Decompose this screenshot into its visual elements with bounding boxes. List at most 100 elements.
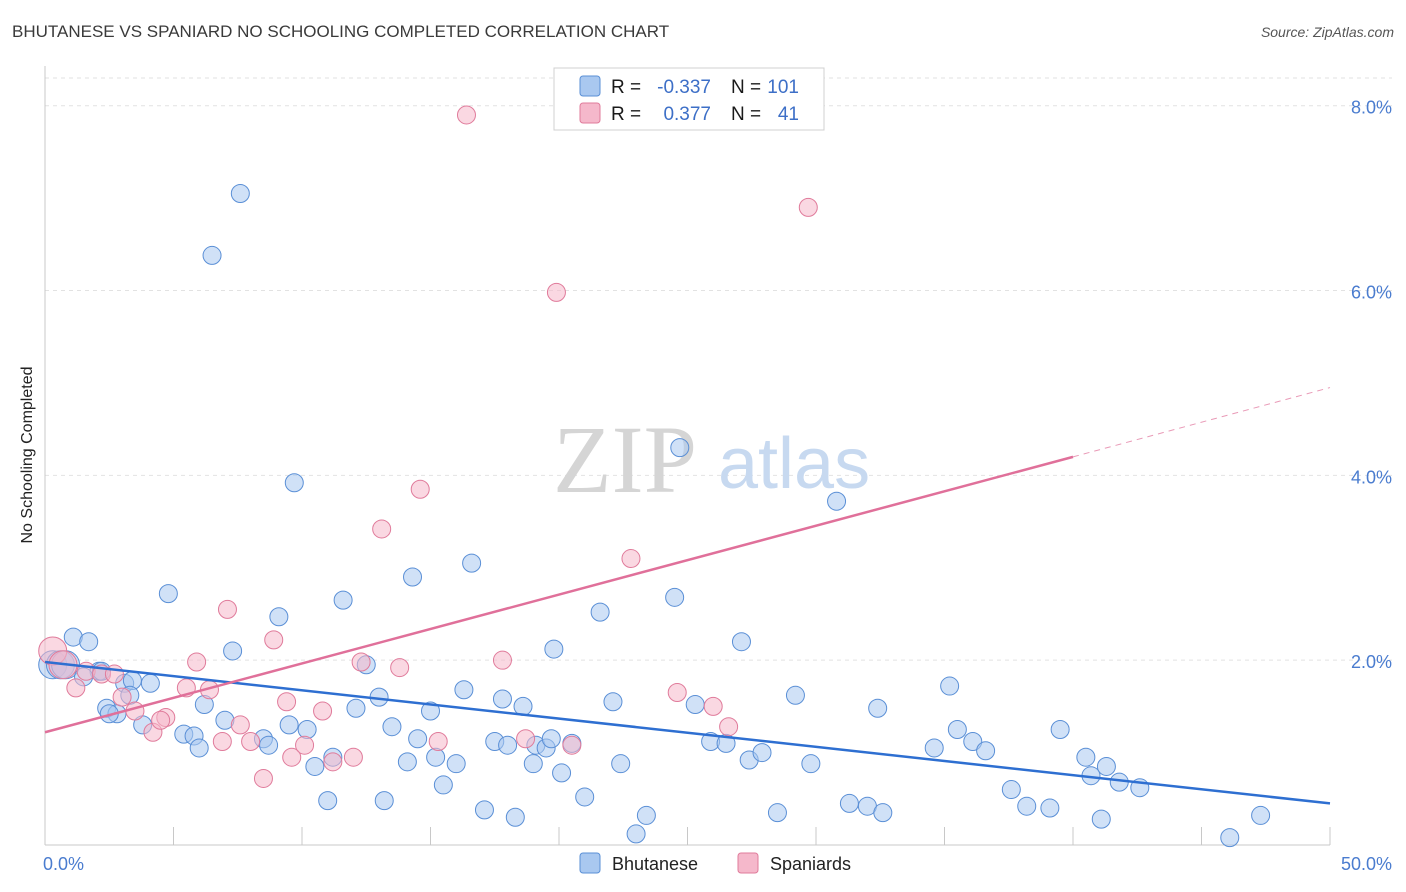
spaniards-point <box>562 735 582 755</box>
spaniards-point <box>112 687 132 707</box>
spaniards-point <box>253 768 273 788</box>
bhutanese-point <box>963 732 983 752</box>
legend-r-label: R = <box>611 104 641 125</box>
bhutanese-point <box>259 735 279 755</box>
bhutanese-point <box>79 632 99 652</box>
bhutanese-point <box>670 438 690 458</box>
bhutanese-point <box>924 738 944 758</box>
x-tick-label: 50.0% <box>1341 854 1392 874</box>
bhutanese-point <box>426 747 446 767</box>
bhutanese-point <box>1251 805 1271 825</box>
spaniards-point <box>230 715 250 735</box>
spaniards-point <box>546 282 566 302</box>
legend-n-value: 41 <box>778 104 799 125</box>
tick-labels: 2.0% 4.0% 6.0% 8.0% 0.0% 50.0% <box>43 98 1392 874</box>
bhutanese-point <box>297 719 317 739</box>
bhutanese-point <box>541 729 561 749</box>
series-legend: Bhutanese Spaniards <box>579 852 851 874</box>
spaniards-point <box>323 752 343 772</box>
spaniards-point <box>241 732 261 752</box>
series-spaniards <box>38 105 818 788</box>
bhutanese-point <box>433 775 453 795</box>
spaniards-point <box>282 747 302 767</box>
bhutanese-point <box>305 756 325 776</box>
y-tick-label: 8.0% <box>1351 98 1392 118</box>
bhutanese-point <box>498 735 518 755</box>
bhutanese-point <box>284 473 304 493</box>
source-label: Source: ZipAtlas.com <box>1260 24 1394 40</box>
spaniards-point <box>798 197 818 217</box>
bhutanese-point <box>374 791 394 811</box>
trendline-spaniards <box>1072 387 1331 458</box>
bhutanese-point <box>202 245 222 265</box>
legend-r-label: R = <box>611 77 641 98</box>
legend-label-spaniards: Spaniards <box>770 854 851 874</box>
spaniards-point <box>703 696 723 716</box>
watermark: ZIP atlas <box>553 406 870 513</box>
bhutanese-point <box>446 754 466 774</box>
bhutanese-point <box>1091 809 1111 829</box>
bhutanese-point <box>1220 828 1240 848</box>
bhutanese-point <box>873 803 893 823</box>
bhutanese-point <box>827 491 847 511</box>
bhutanese-point <box>731 632 751 652</box>
bhutanese-point <box>1040 798 1060 818</box>
bhutanese-point <box>269 607 289 627</box>
legend-r-value: 0.377 <box>663 104 711 125</box>
spaniards-point <box>516 729 536 749</box>
legend-n-label: N = <box>731 104 761 125</box>
bhutanese-point <box>189 738 209 758</box>
spaniards-point <box>410 479 430 499</box>
bhutanese-point <box>552 763 572 783</box>
bhutanese-point <box>785 685 805 705</box>
bhutanese-point <box>474 800 494 820</box>
bhutanese-point <box>752 743 772 763</box>
legend-swatch-spaniards <box>579 102 601 124</box>
spaniards-point <box>428 732 448 752</box>
bhutanese-point <box>603 692 623 712</box>
spaniards-point <box>277 692 297 712</box>
bhutanese-point <box>611 754 631 774</box>
bhutanese-point <box>158 584 178 604</box>
bhutanese-point <box>1017 796 1037 816</box>
bhutanese-point <box>462 553 482 573</box>
spaniards-point <box>217 599 237 619</box>
legend-swatch-spaniards <box>737 852 759 874</box>
spaniards-point <box>187 652 207 672</box>
x-tick-label: 0.0% <box>43 854 84 874</box>
bhutanese-point <box>408 729 428 749</box>
bhutanese-point <box>346 698 366 718</box>
bhutanese-point <box>544 639 564 659</box>
bhutanese-point <box>382 717 402 737</box>
bhutanese-point <box>947 719 967 739</box>
spaniards-point <box>456 105 476 125</box>
bhutanese-point <box>223 641 243 661</box>
y-tick-label: 2.0% <box>1351 652 1392 672</box>
bhutanese-point <box>940 676 960 696</box>
legend-swatch-bhutanese <box>579 75 601 97</box>
legend-n-value: 101 <box>767 77 799 98</box>
legend-swatch-bhutanese <box>579 852 601 874</box>
spaniards-point <box>212 732 232 752</box>
spaniards-point <box>719 717 739 737</box>
bhutanese-point <box>318 791 338 811</box>
bhutanese-point <box>665 587 685 607</box>
bhutanese-point <box>1001 780 1021 800</box>
bhutanese-point <box>397 752 417 772</box>
watermark-zip: ZIP <box>553 406 697 513</box>
data-points <box>38 105 1271 848</box>
y-tick-label: 4.0% <box>1351 467 1392 487</box>
trendline-spaniards <box>44 455 1074 734</box>
legend-label-bhutanese: Bhutanese <box>612 854 698 874</box>
bhutanese-point <box>230 184 250 204</box>
spaniards-point <box>351 652 371 672</box>
spaniards-point <box>151 710 171 730</box>
y-tick-label: 6.0% <box>1351 283 1392 303</box>
watermark-atlas: atlas <box>718 424 870 504</box>
grid-lines <box>45 77 1392 661</box>
bhutanese-point <box>575 787 595 807</box>
bhutanese-point <box>767 803 787 823</box>
bhutanese-point <box>279 715 299 735</box>
bhutanese-point <box>333 590 353 610</box>
